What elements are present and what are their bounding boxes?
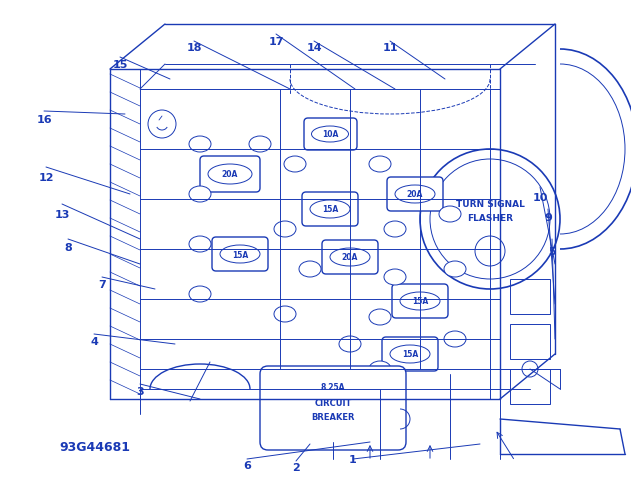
Text: 20A: 20A [407, 190, 423, 199]
Text: 15A: 15A [232, 250, 248, 259]
Ellipse shape [384, 270, 406, 286]
Ellipse shape [400, 292, 440, 310]
Bar [510, 369, 550, 404]
Ellipse shape [208, 165, 252, 184]
Ellipse shape [189, 237, 211, 253]
Ellipse shape [369, 309, 391, 325]
Text: 18: 18 [186, 43, 202, 53]
Text: 10A: 10A [322, 130, 338, 139]
Ellipse shape [310, 200, 350, 219]
Text: 14: 14 [306, 43, 322, 53]
Text: 10: 10 [533, 193, 548, 203]
Bar [510, 324, 550, 359]
Bar [510, 279, 550, 314]
Text: 12: 12 [38, 173, 54, 182]
FancyBboxPatch shape [200, 157, 260, 193]
FancyBboxPatch shape [387, 178, 443, 212]
Text: 3: 3 [136, 386, 144, 396]
Ellipse shape [274, 306, 296, 322]
Text: 5: 5 [548, 246, 556, 257]
Text: 20A: 20A [342, 253, 358, 262]
Text: 20A: 20A [222, 170, 238, 179]
Text: 1: 1 [349, 454, 357, 464]
Text: 16: 16 [36, 115, 52, 125]
Ellipse shape [395, 186, 435, 204]
Ellipse shape [312, 127, 348, 143]
Text: 13: 13 [54, 210, 69, 220]
Text: 8.25A: 8.25A [321, 383, 345, 392]
Ellipse shape [189, 136, 211, 152]
Ellipse shape [369, 157, 391, 173]
Ellipse shape [384, 222, 406, 238]
Text: 15A: 15A [322, 205, 338, 214]
Ellipse shape [220, 245, 260, 263]
Text: 8: 8 [64, 242, 72, 253]
Ellipse shape [274, 222, 296, 238]
Text: FLASHER: FLASHER [467, 214, 513, 223]
Ellipse shape [284, 157, 306, 173]
Ellipse shape [339, 336, 361, 352]
FancyBboxPatch shape [212, 238, 268, 272]
Text: 17: 17 [268, 37, 284, 47]
FancyBboxPatch shape [322, 241, 378, 274]
Text: 15A: 15A [402, 350, 418, 359]
Ellipse shape [189, 187, 211, 203]
Text: TURN SIGNAL: TURN SIGNAL [456, 200, 524, 209]
Text: 4: 4 [90, 336, 98, 346]
Text: CIRCUIT: CIRCUIT [314, 399, 351, 408]
FancyBboxPatch shape [260, 366, 406, 450]
Ellipse shape [444, 332, 466, 348]
Text: 6: 6 [243, 460, 251, 470]
FancyBboxPatch shape [382, 337, 438, 371]
Text: 93G44681: 93G44681 [59, 440, 131, 454]
Ellipse shape [189, 287, 211, 302]
Text: 15A: 15A [412, 297, 428, 306]
Ellipse shape [390, 345, 430, 363]
Ellipse shape [444, 261, 466, 277]
Ellipse shape [369, 361, 391, 377]
Text: 7: 7 [98, 279, 106, 289]
Ellipse shape [299, 261, 321, 277]
Text: 2: 2 [292, 462, 300, 472]
Ellipse shape [249, 136, 271, 152]
FancyBboxPatch shape [302, 193, 358, 227]
FancyBboxPatch shape [392, 285, 448, 318]
Text: 9: 9 [544, 212, 552, 223]
Text: BREAKER: BREAKER [311, 413, 355, 422]
Ellipse shape [330, 248, 370, 267]
Text: 11: 11 [382, 43, 398, 53]
FancyBboxPatch shape [304, 119, 357, 151]
Ellipse shape [439, 207, 461, 223]
Text: 15: 15 [112, 60, 127, 70]
